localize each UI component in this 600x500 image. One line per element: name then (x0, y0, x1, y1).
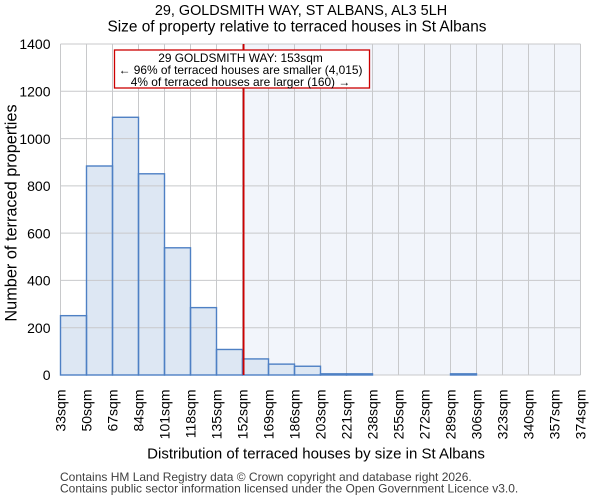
svg-text:Contains HM Land Registry data: Contains HM Land Registry data © Crown c… (60, 470, 472, 484)
svg-text:4% of terraced houses are larg: 4% of terraced houses are larger (160) → (131, 75, 350, 89)
svg-text:374sqm: 374sqm (572, 390, 588, 440)
svg-text:255sqm: 255sqm (390, 390, 406, 440)
svg-text:Size of property relative to t: Size of property relative to terraced ho… (108, 19, 487, 36)
svg-text:400: 400 (27, 273, 51, 289)
svg-text:101sqm: 101sqm (156, 390, 172, 440)
svg-text:29 GOLDSMITH WAY: 153sqm: 29 GOLDSMITH WAY: 153sqm (158, 51, 323, 65)
svg-text:Distribution of terraced house: Distribution of terraced houses by size … (147, 446, 485, 463)
svg-text:1000: 1000 (19, 131, 50, 147)
svg-text:221sqm: 221sqm (338, 390, 354, 440)
svg-text:306sqm: 306sqm (468, 390, 484, 440)
svg-text:152sqm: 152sqm (234, 390, 250, 440)
svg-text:289sqm: 289sqm (442, 390, 458, 440)
svg-text:Contains public sector informa: Contains public sector information licen… (60, 482, 518, 496)
svg-text:67sqm: 67sqm (104, 390, 120, 432)
svg-text:29, GOLDSMITH WAY, ST ALBANS,: 29, GOLDSMITH WAY, ST ALBANS, AL3 5LH (155, 3, 447, 19)
svg-text:186sqm: 186sqm (286, 390, 302, 440)
svg-text:323sqm: 323sqm (494, 390, 510, 440)
svg-text:84sqm: 84sqm (130, 390, 146, 432)
svg-text:0: 0 (43, 367, 51, 383)
svg-text:203sqm: 203sqm (312, 390, 328, 440)
svg-text:1200: 1200 (19, 84, 50, 100)
svg-text:33sqm: 33sqm (52, 390, 68, 432)
svg-text:135sqm: 135sqm (208, 390, 224, 440)
svg-text:169sqm: 169sqm (260, 390, 276, 440)
svg-text:600: 600 (27, 225, 51, 241)
svg-text:← 96% of terraced houses are s: ← 96% of terraced houses are smaller (4,… (119, 63, 363, 77)
svg-text:340sqm: 340sqm (520, 390, 536, 440)
svg-text:238sqm: 238sqm (364, 390, 380, 440)
svg-text:800: 800 (27, 178, 51, 194)
svg-text:272sqm: 272sqm (416, 390, 432, 440)
svg-text:200: 200 (27, 320, 51, 336)
svg-text:1400: 1400 (19, 36, 50, 52)
svg-text:50sqm: 50sqm (78, 390, 94, 432)
svg-text:118sqm: 118sqm (182, 390, 198, 439)
svg-text:Number of terraced properties: Number of terraced properties (3, 104, 21, 321)
svg-text:357sqm: 357sqm (546, 390, 562, 440)
